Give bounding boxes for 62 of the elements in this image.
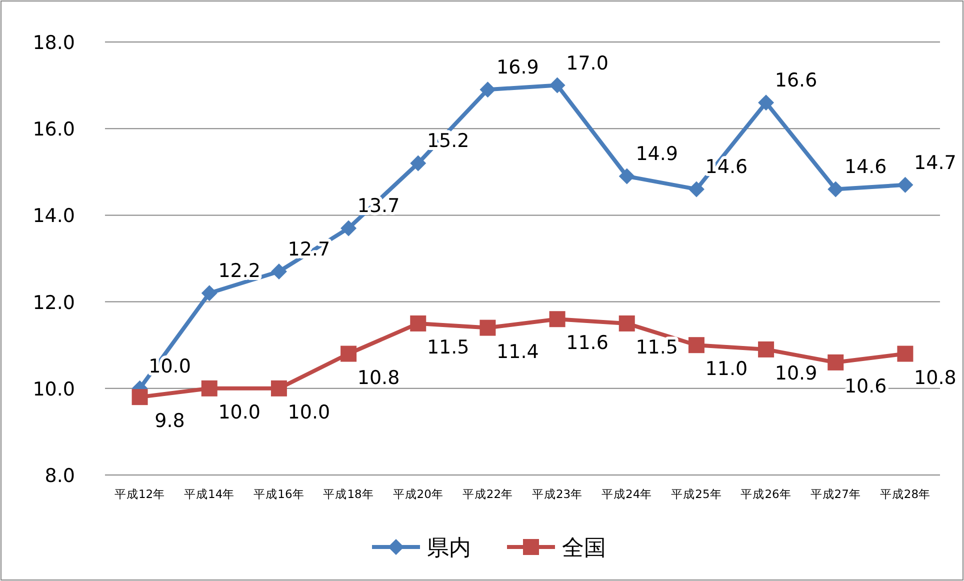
point — [549, 311, 566, 328]
data-label: 11.5 — [636, 336, 678, 358]
point — [897, 346, 914, 362]
x-tick-label: 平成27年 — [810, 487, 861, 501]
x-tick-label: 平成12年 — [114, 487, 166, 501]
data-label: 10.9 — [774, 362, 818, 384]
data-label: 10.8 — [914, 366, 956, 389]
point — [201, 285, 218, 302]
data-label: 10.0 — [218, 401, 261, 424]
data-label: 9.8 — [154, 410, 185, 432]
point — [410, 155, 426, 172]
legend-label: 県内 — [427, 536, 471, 561]
data-label: 14.9 — [636, 143, 678, 166]
point — [132, 389, 148, 406]
point — [201, 380, 218, 396]
data-label: 10.8 — [357, 366, 400, 389]
data-label: 16.6 — [774, 70, 818, 92]
y-tick-label: 10.0 — [32, 378, 75, 400]
point — [618, 168, 635, 184]
x-tick-label: 平成25年 — [671, 487, 722, 501]
point — [549, 77, 566, 94]
data-label: 10.6 — [844, 375, 887, 398]
data-label: 11.4 — [496, 340, 539, 363]
x-tick-label: 平成18年 — [323, 487, 374, 501]
point — [897, 176, 914, 193]
y-tick-label: 8.0 — [44, 465, 75, 487]
data-label: 14.6 — [844, 156, 887, 178]
x-tick-label: 平成20年 — [392, 487, 444, 501]
x-tick-label: 平成23年 — [532, 487, 583, 501]
data-label: 17.0 — [566, 52, 608, 74]
data-label: 16.9 — [496, 56, 539, 79]
x-tick-label: 平成22年 — [462, 487, 514, 501]
x-tick-label: 平成24年 — [602, 487, 652, 501]
x-tick-label: 平成26年 — [740, 487, 792, 501]
point — [340, 346, 357, 362]
data-label: 11.6 — [566, 332, 608, 354]
point — [480, 320, 496, 336]
point — [828, 354, 844, 370]
point — [270, 380, 287, 396]
point — [270, 263, 287, 280]
data-label: 12.2 — [218, 260, 261, 282]
y-tick-label: 18.0 — [32, 32, 75, 54]
point — [828, 181, 844, 198]
point — [480, 82, 496, 98]
data-label: 11.0 — [705, 358, 748, 380]
data-label: 10.0 — [288, 401, 330, 424]
point — [688, 181, 704, 198]
legend-label: 全国 — [562, 536, 606, 561]
data-label: 14.7 — [914, 152, 956, 174]
y-tick-label: 16.0 — [32, 118, 75, 141]
x-tick-label: 平成16年 — [254, 487, 304, 501]
point — [618, 315, 635, 332]
y-tick-label: 12.0 — [32, 292, 75, 314]
x-tick-label: 平成14年 — [184, 487, 235, 501]
y-tick-label: 14.0 — [32, 205, 75, 228]
data-label: 11.5 — [426, 336, 470, 358]
point — [688, 337, 704, 354]
point — [758, 94, 774, 111]
point — [410, 315, 426, 332]
point — [758, 341, 774, 358]
x-tick-label: 平成28年 — [880, 487, 931, 501]
point — [340, 220, 357, 236]
